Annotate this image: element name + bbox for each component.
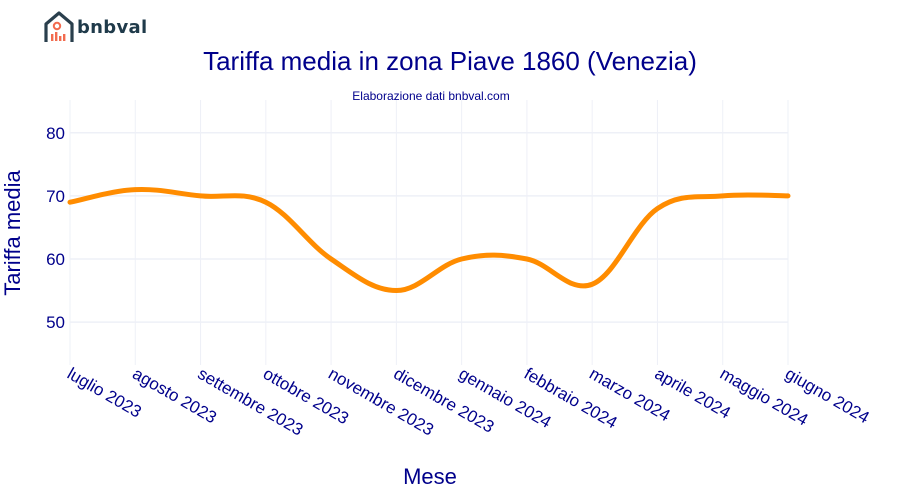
x-axis-label: Mese xyxy=(403,464,457,489)
logo-text: bnbval xyxy=(77,17,148,38)
chart-subtitle: Elaborazione dati bnbval.com xyxy=(352,89,509,103)
logo-icon xyxy=(44,11,74,42)
x-tick-label: luglio 2023 xyxy=(64,364,145,422)
series-line xyxy=(67,186,791,294)
chart-title: Tariffa media in zona Piave 1860 (Venezi… xyxy=(203,46,697,76)
y-tick-label: 60 xyxy=(46,250,65,269)
y-tick-label: 80 xyxy=(46,124,65,143)
y-tick-label: 50 xyxy=(46,313,65,332)
y-axis-label: Tariffa media xyxy=(0,169,25,295)
y-tick-label: 70 xyxy=(46,187,65,206)
